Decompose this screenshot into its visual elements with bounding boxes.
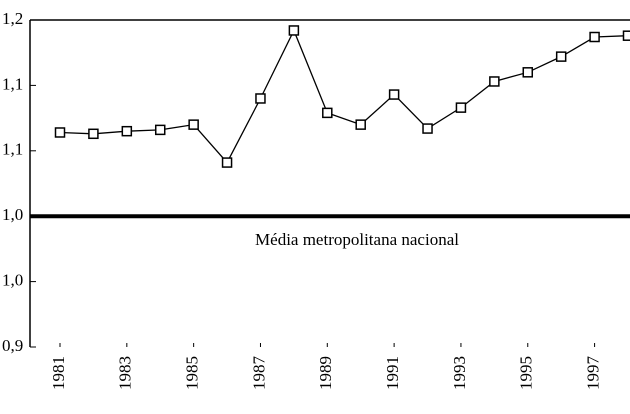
data-point xyxy=(154,124,166,136)
y-tick-label: 1,1 xyxy=(2,140,23,159)
data-point xyxy=(455,102,467,113)
data-point xyxy=(288,25,300,36)
data-point xyxy=(489,76,500,87)
data-point xyxy=(589,31,600,43)
x-tick-label: 1989 xyxy=(316,356,335,390)
data-point xyxy=(388,89,400,100)
x-tick-label: 1997 xyxy=(583,356,602,391)
x-tick-label: 1983 xyxy=(116,356,135,390)
data-point xyxy=(54,127,66,138)
data-point xyxy=(622,30,630,41)
data-point xyxy=(121,125,133,137)
data-point xyxy=(88,128,99,140)
y-tick-label: 0,9 xyxy=(2,336,23,355)
data-point xyxy=(522,67,534,78)
x-tick-label: 1995 xyxy=(517,356,536,390)
data-point xyxy=(221,157,233,168)
data-line xyxy=(59,28,629,164)
data-point xyxy=(355,119,366,130)
x-tick-label: 1985 xyxy=(183,356,202,390)
reference-label: Média metropolitana nacional xyxy=(255,230,459,249)
data-point xyxy=(322,107,333,119)
x-tick-label: 1993 xyxy=(450,356,469,390)
x-tick-label: 1981 xyxy=(49,356,68,390)
data-point xyxy=(422,123,433,134)
y-tick-label: 1,0 xyxy=(2,205,23,224)
x-tick-label: 1987 xyxy=(249,356,268,391)
y-tick-label: 1,1 xyxy=(2,74,23,93)
y-tick-label: 1,2 xyxy=(2,9,23,28)
x-tick-label: 1991 xyxy=(383,356,402,390)
data-point xyxy=(188,119,199,130)
data-point xyxy=(255,93,266,104)
data-point xyxy=(555,51,567,62)
y-tick-label: 1,0 xyxy=(2,271,23,290)
